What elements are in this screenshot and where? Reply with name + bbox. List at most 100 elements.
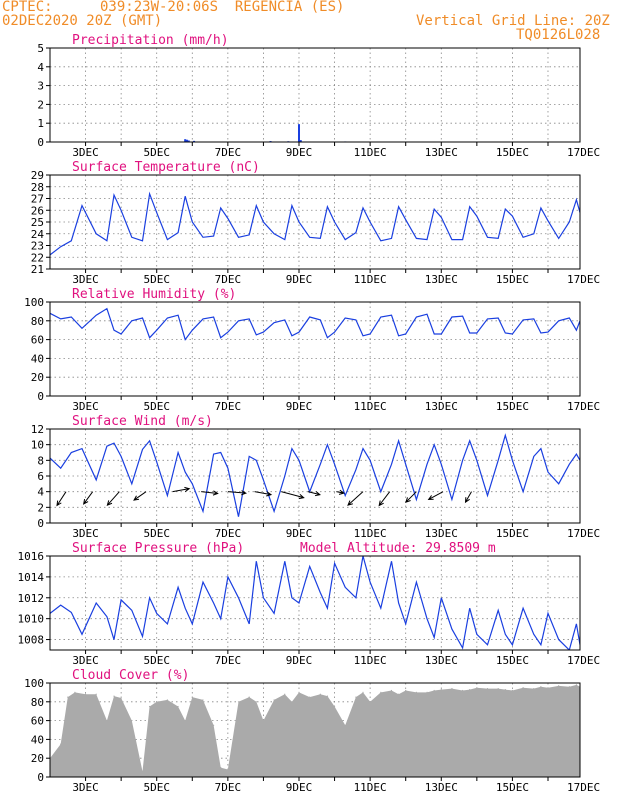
wind-arrow-3 xyxy=(133,491,147,501)
wind-arrow-14 xyxy=(427,491,444,501)
cloud-point-19 xyxy=(220,767,222,769)
xtick-label-rh: 15DEC xyxy=(496,400,529,413)
temp-series-line xyxy=(50,191,580,256)
wind-arrow-5 xyxy=(201,490,219,496)
ytick-label-wind: 10 xyxy=(31,439,44,452)
wind-arrow-13 xyxy=(405,491,417,503)
header-source: CPTEC: xyxy=(2,0,53,15)
wind-arrow-12 xyxy=(378,491,391,507)
wind-series-line xyxy=(50,433,580,517)
cloud-point-35 xyxy=(362,691,364,694)
cloud-point-7 xyxy=(113,695,115,697)
panel-temp xyxy=(50,175,580,269)
cloud-point-43 xyxy=(433,689,435,692)
cloud-point-29 xyxy=(309,696,311,698)
xtick-label-pres: 15DEC xyxy=(496,654,529,667)
xtick-label-rh: 9DEC xyxy=(286,400,313,413)
cloud-point-1 xyxy=(60,743,62,745)
wind-arrow-6 xyxy=(227,490,247,496)
ytick-label-cloud: 80 xyxy=(31,696,44,709)
ytick-label-precip: 5 xyxy=(37,42,44,55)
ytick-label-rh: 20 xyxy=(31,371,44,384)
xtick-label-pres: 5DEC xyxy=(143,654,170,667)
xtick-label-wind: 3DEC xyxy=(72,527,99,540)
xtick-label-wind: 11DEC xyxy=(354,527,387,540)
cloud-point-59 xyxy=(575,684,578,686)
panel-title-precip: Precipitation (mm/h) xyxy=(72,33,229,48)
precip-bar-3 xyxy=(193,140,196,142)
panel-frame-precip xyxy=(49,47,581,143)
cloud-point-18 xyxy=(213,724,215,726)
xtick-label-precip: 13DEC xyxy=(425,146,458,159)
panel-precip xyxy=(50,48,580,142)
wind-arrow-9 xyxy=(307,491,322,497)
cloud-point-51 xyxy=(504,688,506,691)
xtick-label-precip: 15DEC xyxy=(496,146,529,159)
model-altitude-annotation: Model Altitude: 29.8509 m xyxy=(300,541,496,556)
cloud-point-2 xyxy=(67,696,69,698)
rh-series-line xyxy=(50,307,580,341)
pres-series-line xyxy=(50,556,580,650)
xtick-label-pres: 9DEC xyxy=(286,654,313,667)
panel-title-pres: Surface Pressure (hPa) xyxy=(72,541,244,556)
xtick-label-cloud: 15DEC xyxy=(496,781,529,794)
cloud-point-37 xyxy=(380,691,382,694)
cloud-point-10 xyxy=(141,770,144,772)
cloud-point-6 xyxy=(106,720,108,722)
wind-arrow-10 xyxy=(336,489,345,495)
panel-title-cloud: Cloud Cover (%) xyxy=(72,668,189,683)
xtick-label-cloud: 11DEC xyxy=(354,781,387,794)
cloud-point-55 xyxy=(540,686,542,688)
xtick-label-cloud: 9DEC xyxy=(286,781,313,794)
panel-pres xyxy=(50,556,580,650)
ytick-label-wind: 4 xyxy=(37,486,44,499)
cloud-point-31 xyxy=(326,695,329,697)
xtick-label-rh: 17DEC xyxy=(567,400,600,413)
cloud-cover-area xyxy=(50,684,580,777)
ytick-label-pres: 1016 xyxy=(18,550,45,563)
panel-frame-cloud xyxy=(49,682,581,778)
xtick-label-rh: 11DEC xyxy=(354,400,387,413)
ytick-label-precip: 2 xyxy=(37,98,44,111)
cloud-point-30 xyxy=(319,693,321,695)
xtick-label-rh: 7DEC xyxy=(215,400,242,413)
cloud-point-39 xyxy=(397,693,400,695)
ytick-label-pres: 1008 xyxy=(18,634,45,647)
precip-bar-7 xyxy=(299,140,302,142)
wind-arrow-11 xyxy=(347,491,364,506)
ytick-label-rh: 40 xyxy=(31,352,44,365)
cloud-point-54 xyxy=(533,688,535,690)
xtick-label-precip: 9DEC xyxy=(286,146,313,159)
panel-frame-rh xyxy=(49,301,581,397)
xtick-label-wind: 17DEC xyxy=(567,527,600,540)
cloud-point-15 xyxy=(184,720,186,722)
xtick-label-temp: 9DEC xyxy=(286,273,313,286)
ytick-label-temp: 28 xyxy=(31,181,44,194)
ytick-label-temp: 23 xyxy=(31,240,44,253)
xtick-label-pres: 17DEC xyxy=(567,654,600,667)
xtick-label-wind: 15DEC xyxy=(496,527,529,540)
ytick-label-rh: 0 xyxy=(37,390,44,403)
xtick-label-cloud: 13DEC xyxy=(425,781,458,794)
xtick-label-cloud: 7DEC xyxy=(215,781,242,794)
xtick-label-temp: 13DEC xyxy=(425,273,458,286)
cloud-point-58 xyxy=(568,686,570,688)
cloud-point-48 xyxy=(476,687,478,689)
ytick-label-wind: 2 xyxy=(37,501,44,514)
precip-bar-0 xyxy=(184,139,187,142)
cloud-point-40 xyxy=(405,689,407,692)
xtick-label-pres: 13DEC xyxy=(425,654,458,667)
xtick-label-precip: 11DEC xyxy=(354,146,387,159)
cloud-point-47 xyxy=(469,688,471,691)
cloud-point-57 xyxy=(558,685,560,687)
ytick-label-temp: 26 xyxy=(31,204,44,217)
panel-title-temp: Surface Temperature (nC) xyxy=(72,160,260,175)
cloud-point-20 xyxy=(227,768,229,771)
xtick-label-rh: 5DEC xyxy=(143,400,170,413)
xtick-label-pres: 11DEC xyxy=(354,654,387,667)
cloud-point-9 xyxy=(131,720,133,722)
ytick-label-cloud: 20 xyxy=(31,752,44,765)
cloud-point-24 xyxy=(262,720,265,722)
panel-cloud xyxy=(50,683,580,777)
